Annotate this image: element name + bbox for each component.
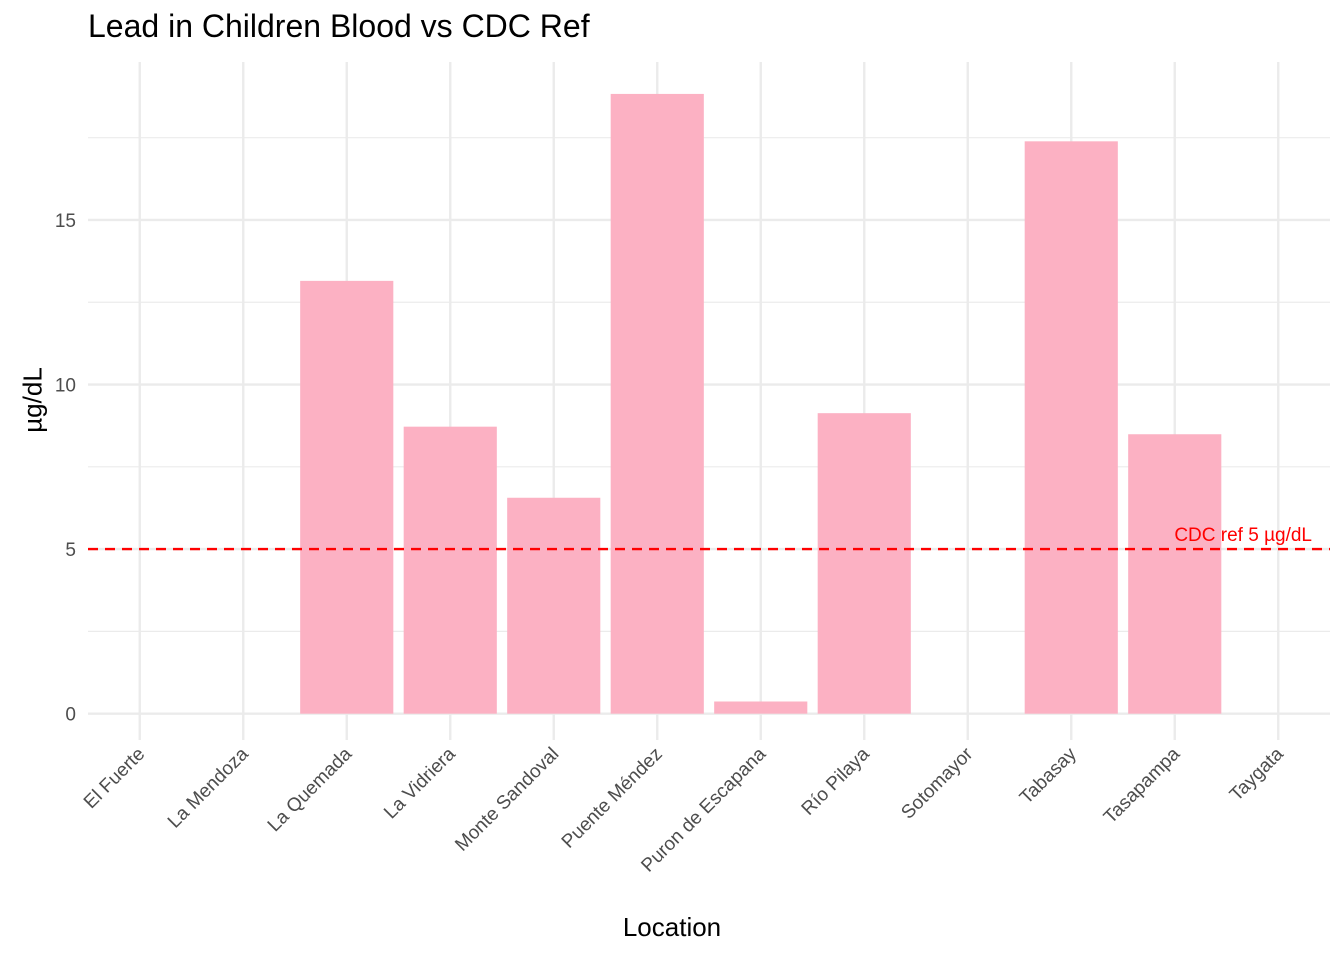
bar bbox=[507, 497, 601, 714]
x-tick-label: El Fuerte bbox=[80, 744, 149, 813]
x-tick-label: Puente Méndez bbox=[558, 744, 667, 853]
x-tick-label: Río Pilaya bbox=[798, 743, 874, 819]
grid-minor bbox=[88, 137, 1330, 632]
x-tick-label: Taygata bbox=[1226, 743, 1288, 805]
x-tick-label: Sotomayor bbox=[897, 743, 977, 823]
y-tick-label: 15 bbox=[55, 211, 76, 232]
x-tick-label: Tasapampa bbox=[1100, 743, 1185, 828]
bar bbox=[1024, 141, 1118, 714]
bar bbox=[1128, 434, 1222, 714]
bar bbox=[403, 426, 497, 714]
chart-title: Lead in Children Blood vs CDC Ref bbox=[88, 8, 590, 44]
y-tick-label: 10 bbox=[55, 376, 76, 397]
x-tick-label: La Vidriera bbox=[380, 743, 460, 823]
x-tick-label: La Mendoza bbox=[164, 743, 253, 832]
x-tick-label: Tabasay bbox=[1016, 743, 1081, 808]
bars bbox=[300, 93, 1222, 714]
y-tick-label: 0 bbox=[65, 705, 76, 726]
y-tick-label: 5 bbox=[65, 540, 76, 561]
reference-line-group: CDC ref 5 µg/dL bbox=[88, 525, 1330, 551]
reference-line-label: CDC ref 5 µg/dL bbox=[1174, 525, 1312, 546]
x-tick-label: La Quemada bbox=[264, 743, 357, 836]
bar bbox=[817, 413, 911, 714]
x-tick-label: Monte Sandoval bbox=[451, 744, 563, 856]
bar bbox=[714, 701, 808, 714]
x-tick-labels: El Fuerte La Mendoza La Quemada La Vidriera… bbox=[80, 743, 1288, 876]
bar bbox=[300, 280, 394, 714]
y-tick-labels: 0 5 10 15 bbox=[55, 211, 76, 726]
bar bbox=[610, 93, 704, 714]
x-axis-label: Location bbox=[622, 912, 722, 942]
